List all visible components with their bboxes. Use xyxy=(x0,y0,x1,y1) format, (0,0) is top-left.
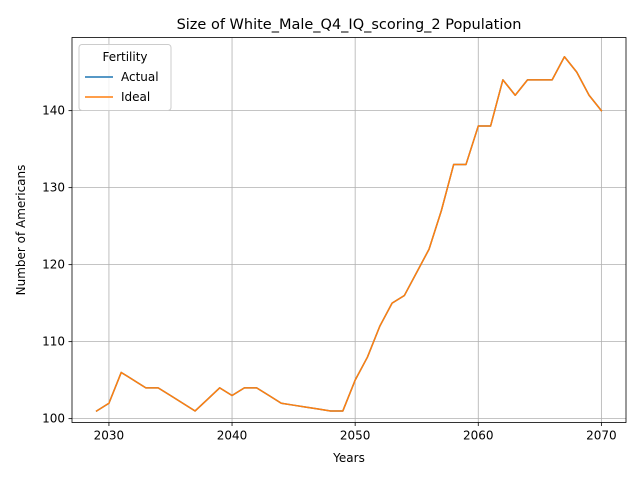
x-tick-label: 2050 xyxy=(340,429,371,443)
y-tick-label: 110 xyxy=(42,335,65,349)
x-tick-label: 2060 xyxy=(463,429,494,443)
x-tick-label: 2070 xyxy=(586,429,617,443)
y-tick-label: 130 xyxy=(42,181,65,195)
legend-title: Fertility xyxy=(102,50,147,64)
y-axis-label: Number of Americans xyxy=(14,165,28,296)
y-tick-label: 120 xyxy=(42,258,65,272)
y-tick-label: 140 xyxy=(42,104,65,118)
legend-label-actual: Actual xyxy=(121,70,159,84)
legend: Fertility Actual Ideal xyxy=(79,45,171,111)
x-tick-label: 2030 xyxy=(94,429,125,443)
x-axis-label: Years xyxy=(332,451,365,465)
x-tick-label: 2040 xyxy=(217,429,248,443)
y-tick-label: 100 xyxy=(42,412,65,426)
legend-label-ideal: Ideal xyxy=(121,90,150,104)
chart-title: Size of White_Male_Q4_IQ_scoring_2 Popul… xyxy=(177,17,522,33)
